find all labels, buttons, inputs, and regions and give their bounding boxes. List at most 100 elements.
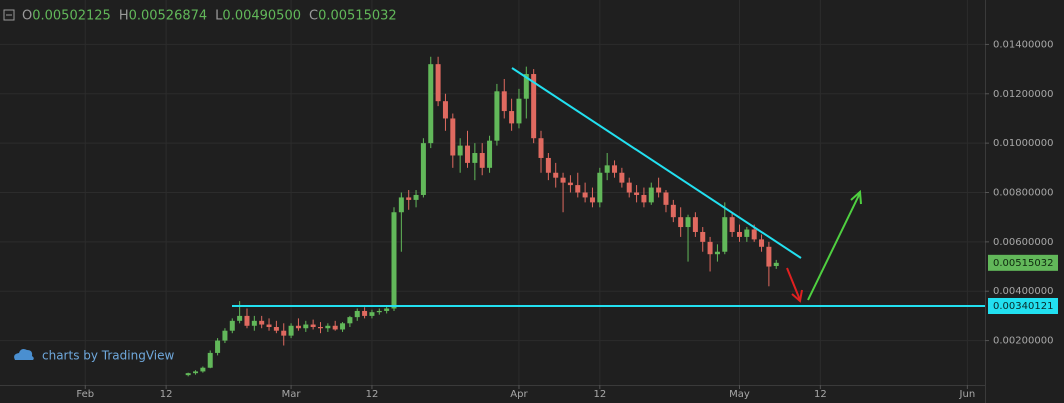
candle-body <box>729 217 735 232</box>
candle-body <box>281 330 287 336</box>
candle-body <box>376 310 382 313</box>
candle-body <box>700 231 706 242</box>
candle-body <box>266 324 272 328</box>
candle-body <box>465 145 471 163</box>
x-tick-label: May <box>729 389 750 400</box>
candle-body <box>325 325 331 329</box>
candle-body <box>295 325 301 329</box>
candles <box>185 56 779 377</box>
candle-body <box>420 143 426 195</box>
candle-body <box>509 111 515 124</box>
candle-body <box>736 231 742 237</box>
candle-body <box>273 327 279 331</box>
ohlc-value: 0.00526874 <box>129 9 208 24</box>
collapse-icon[interactable] <box>3 9 15 21</box>
ohlc-key: C <box>309 9 318 24</box>
candle-body <box>193 371 199 374</box>
candle-body <box>626 182 632 193</box>
y-tick-label: 0.00600000 <box>993 237 1053 248</box>
x-tick-label: 12 <box>160 389 173 400</box>
y-tick-label: 0.00400000 <box>993 286 1053 297</box>
y-tick-label: 0.00200000 <box>993 336 1053 347</box>
candle-body <box>442 101 448 119</box>
candle-body <box>317 327 323 329</box>
candle-body <box>362 310 368 316</box>
candle-body <box>589 197 595 203</box>
price-label-box <box>988 297 1058 314</box>
candle-body <box>641 194 647 203</box>
candle-body <box>553 172 559 178</box>
candle-body <box>670 204 676 218</box>
arrow-head <box>850 189 862 205</box>
candle-body <box>229 320 235 331</box>
candle-body <box>619 172 625 183</box>
horizontal-line-label: 0.00340121 <box>993 301 1053 312</box>
candle-body <box>714 251 720 255</box>
candle-body <box>678 217 684 228</box>
candle-body <box>494 91 500 141</box>
watermark-text: charts by TradingView <box>42 349 174 363</box>
candle-body <box>332 325 338 330</box>
y-tick-label: 0.01200000 <box>993 89 1053 100</box>
y-tick-label: 0.01400000 <box>993 39 1053 50</box>
candle-body <box>215 340 221 353</box>
x-tick-label: 12 <box>814 389 827 400</box>
candle-body <box>310 324 316 328</box>
ohlc-key: H <box>119 9 129 24</box>
candle-body <box>207 352 213 368</box>
candle-body <box>369 312 375 316</box>
candle-body <box>538 138 544 158</box>
last-price-label: 0.00515032 <box>993 258 1053 269</box>
candle-body <box>487 140 493 168</box>
last-price-box <box>988 254 1058 271</box>
candle-body <box>185 373 191 376</box>
x-tick-label: Feb <box>76 389 94 400</box>
watermark-logo <box>14 349 34 360</box>
up-arrow <box>807 189 862 301</box>
candle-body <box>759 239 765 247</box>
candle-body <box>523 74 529 99</box>
candle-body <box>634 192 640 195</box>
candle-body <box>479 153 485 168</box>
y-tick-label: 0.00800000 <box>993 188 1053 199</box>
candle-body <box>200 367 206 372</box>
candle-body <box>575 185 581 193</box>
candle-body <box>656 187 662 193</box>
x-tick-label: 12 <box>366 389 379 400</box>
candle-body <box>744 229 750 237</box>
ohlc-key: O <box>22 9 32 24</box>
x-tick-label: Jun <box>959 389 976 400</box>
candle-body <box>766 246 772 267</box>
candle-body <box>751 229 757 240</box>
candle-body <box>516 98 522 124</box>
candle-body <box>567 182 573 186</box>
ohlc-value: 0.00490500 <box>222 9 301 24</box>
x-tick-label: Apr <box>510 389 528 400</box>
candle-body <box>244 315 250 326</box>
ohlc-key: L <box>215 9 223 24</box>
ohlc-header: O 0.00502125 H 0.00526874 L 0.00490500 C 0.0051… <box>22 9 397 24</box>
candle-body <box>259 320 265 325</box>
candle-body <box>237 315 243 321</box>
candle-body <box>545 157 551 173</box>
candle-body <box>531 74 537 139</box>
candle-body <box>597 172 603 203</box>
candle-body <box>428 64 434 144</box>
candle-body <box>391 212 397 309</box>
candle-body <box>450 118 456 156</box>
candle-body <box>472 153 478 163</box>
candle-body <box>384 308 390 311</box>
arrow-head <box>791 289 803 303</box>
candle-body <box>612 165 618 173</box>
candle-body <box>251 320 257 326</box>
x-tick-label: Mar <box>282 389 302 400</box>
candle-body <box>692 217 698 232</box>
arrow-shaft <box>786 267 801 301</box>
candle-body <box>560 177 566 183</box>
candle-body <box>288 325 294 336</box>
candle-body <box>347 317 353 324</box>
candle-body <box>406 197 412 200</box>
candle-body <box>722 217 728 252</box>
